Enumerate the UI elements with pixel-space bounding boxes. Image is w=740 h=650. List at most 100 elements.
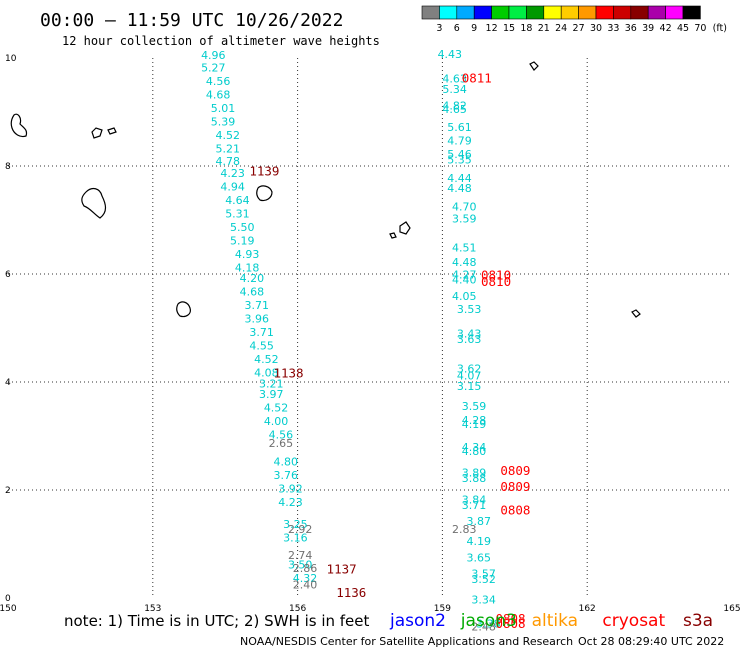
data-point-s3a: 1138 (273, 366, 303, 381)
data-point-jason3: 4.93 (235, 248, 260, 261)
data-point-cryosat: 0810 (481, 274, 511, 289)
data-point-jason3: 5.01 (211, 102, 236, 115)
satellite-legend-s3a: s3a (683, 611, 713, 631)
data-point-jason3: 4.80 (273, 456, 298, 469)
island-outline (176, 301, 191, 318)
legend-tick-label: 33 (607, 23, 619, 34)
legend-swatch (508, 5, 527, 20)
data-point-jason3: 4.65 (442, 103, 467, 116)
legend-tick-label: 45 (677, 23, 689, 34)
island-outlines (10, 61, 641, 318)
data-point-jason3: 3.71 (245, 299, 269, 312)
legend-swatch (647, 5, 666, 20)
data-point-jason3: 3.15 (457, 380, 482, 393)
data-point-jason3: 4.23 (220, 167, 245, 180)
legend-tick-label: 42 (660, 23, 672, 34)
data-point-jason3: 3.88 (462, 472, 487, 485)
satellite-legend: jason2 jason3 altika cryosat s3a (389, 611, 713, 631)
data-point-jason3: 3.52 (471, 573, 496, 586)
legend-tick-label: 27 (573, 23, 585, 34)
data-point-jason3: 3.57 (471, 567, 496, 580)
data-point-jason3: 5.19 (230, 234, 255, 247)
data-point-s3a: 1137 (327, 562, 357, 577)
data-point-jason3: 4.19 (467, 535, 492, 548)
legend-tick-label: 12 (486, 23, 498, 34)
data-point-jason3: 4.00 (264, 415, 289, 428)
y-tick-label: 4 (5, 378, 11, 388)
x-tick-label: 165 (723, 604, 740, 614)
legend-unit-label: (ft) (713, 23, 727, 34)
island-outline (81, 187, 107, 219)
data-point-jason3: 3.34 (471, 593, 496, 606)
legend-swatch (560, 5, 579, 20)
data-point-jason3: 4.05 (452, 290, 477, 303)
legend-tick-label: 3 (436, 23, 442, 34)
island-outline (10, 113, 28, 138)
data-point-jason3: 4.08 (254, 367, 279, 380)
x-tick-label: 153 (144, 604, 161, 614)
data-point-jason3: 4.32 (293, 572, 318, 585)
x-tick-label: 159 (434, 604, 451, 614)
data-point-jason3: 4.34 (462, 441, 487, 454)
legend-tick-label: 30 (590, 23, 602, 34)
data-point-jason3: 3.53 (457, 303, 482, 316)
data-point-jason3: 4.43 (438, 48, 463, 61)
data-point-cryosat: 0808 (500, 502, 530, 517)
data-point-jason3: 5.27 (201, 62, 226, 75)
data-point-altika: 2.83 (452, 523, 477, 536)
data-point-cryosat: 0808 (495, 611, 525, 626)
data-point-jason3: 5.50 (230, 221, 255, 234)
satellite-legend-jason2: jason2 (389, 611, 446, 631)
data-point-jason3: 5.46 (447, 148, 472, 161)
x-tick-label: 156 (289, 604, 306, 614)
data-point-cryosat: 0809 (500, 479, 530, 494)
data-point-altika: 2.74 (288, 549, 313, 562)
data-point-jason3: 4.68 (240, 286, 265, 299)
data-point-jason3: 4.52 (254, 353, 279, 366)
data-point-jason3: 4.82 (442, 99, 467, 112)
legend-tick-label: 70 (694, 23, 706, 34)
data-point-jason3: 4.56 (206, 75, 231, 88)
data-point-jason3: 3.96 (245, 313, 269, 326)
island-outline (389, 232, 397, 239)
legend-tick-label: 39 (642, 23, 654, 34)
footer-note: note: 1) Time is in UTC; 2) SWH is in fe… (64, 612, 370, 630)
data-point-jason3: 4.28 (462, 414, 487, 427)
data-point-jason3: 3.16 (283, 531, 308, 544)
y-tick-label: 8 (5, 162, 11, 172)
legend-tick-label: 21 (538, 23, 550, 34)
data-point-jason3: 5.61 (447, 121, 472, 134)
legend-swatch (491, 5, 510, 20)
data-point-jason3: 4.52 (264, 402, 289, 415)
island-outline (256, 185, 273, 202)
legend-swatch (630, 5, 649, 20)
legend-swatch (682, 5, 701, 20)
legend-swatch (543, 5, 562, 20)
data-point-jason3: 3.63 (457, 333, 482, 346)
data-point-jason3: 4.68 (206, 89, 231, 102)
axis-tick-labels: 150 153 156 159 162 165 0 2 4 6 8 10 (0, 54, 740, 614)
data-point-jason3: 3.38 (476, 618, 501, 631)
chart-subtitle: 12 hour collection of altimeter wave hei… (62, 34, 380, 48)
y-tick-label: 10 (5, 54, 17, 64)
data-point-jason3: 3.84 (462, 494, 487, 507)
data-point-jason3: 3.43 (457, 328, 482, 341)
data-point-jason3: 4.78 (216, 155, 241, 168)
island-outline (91, 127, 103, 139)
data-point-jason3: 5.35 (447, 153, 472, 166)
grid-lines (8, 58, 732, 598)
data-point-jason3: 4.63 (442, 72, 467, 85)
data-point-jason3: 3.59 (452, 213, 477, 226)
data-point-jason3: 4.64 (225, 194, 250, 207)
island-outline (399, 221, 411, 235)
data-point-s3a: 1136 (336, 585, 366, 600)
data-point-altika: 2.48 (471, 620, 496, 633)
footer-credit: NOAA/NESDIS Center for Satellite Applica… (240, 635, 573, 648)
data-point-cryosat: 0809 (500, 463, 530, 478)
legend-swatch (421, 5, 440, 20)
data-marks: 4.965.274.564.685.015.394.525.214.784.23… (201, 48, 530, 633)
legend-swatch (456, 5, 475, 20)
data-point-jason3: 5.39 (211, 116, 236, 129)
